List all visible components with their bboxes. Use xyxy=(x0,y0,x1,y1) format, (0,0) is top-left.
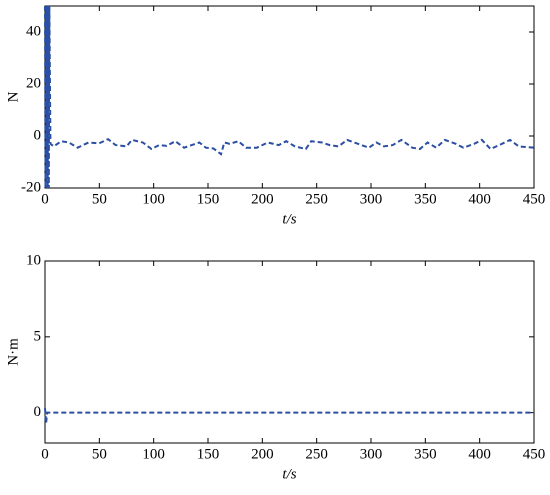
y-axis-label: N·m xyxy=(5,338,21,366)
y-tick-label: 5 xyxy=(34,328,42,344)
x-tick-label: 400 xyxy=(468,191,491,207)
x-tick-label: 0 xyxy=(41,191,49,207)
x-tick-label: 400 xyxy=(468,446,491,462)
x-tick-label: 50 xyxy=(92,191,107,207)
x-tick-label: 450 xyxy=(523,191,546,207)
x-tick-label: 50 xyxy=(92,446,107,462)
y-tick-label: -20 xyxy=(21,179,41,195)
y-axis-label: N xyxy=(5,91,21,102)
y-tick-label: 0 xyxy=(34,127,42,143)
y-tick-label: 10 xyxy=(26,252,41,268)
axes-frame xyxy=(44,260,535,444)
x-tick-label: 250 xyxy=(305,191,328,207)
data-line xyxy=(44,5,535,189)
x-tick-label: 350 xyxy=(414,191,437,207)
x-tick-label: 200 xyxy=(251,191,274,207)
x-tick-label: 100 xyxy=(142,446,165,462)
x-tick-label: 350 xyxy=(414,446,437,462)
x-tick-label: 100 xyxy=(142,191,165,207)
x-tick-label: 300 xyxy=(360,191,383,207)
y-tick-label: 0 xyxy=(34,404,42,420)
x-tick-label: 150 xyxy=(197,446,220,462)
x-axis-label: t/s xyxy=(282,466,296,482)
x-tick-label: 0 xyxy=(41,446,49,462)
x-tick-label: 300 xyxy=(360,446,383,462)
x-tick-label: 450 xyxy=(523,446,546,462)
y-tick-label: 40 xyxy=(26,23,41,39)
x-tick-label: 250 xyxy=(305,446,328,462)
y-tick-label: 20 xyxy=(26,75,41,91)
x-tick-label: 200 xyxy=(251,446,274,462)
axes-frame xyxy=(44,5,535,189)
x-tick-label: 150 xyxy=(197,191,220,207)
data-line xyxy=(44,408,534,424)
x-axis-label: t/s xyxy=(282,211,296,227)
